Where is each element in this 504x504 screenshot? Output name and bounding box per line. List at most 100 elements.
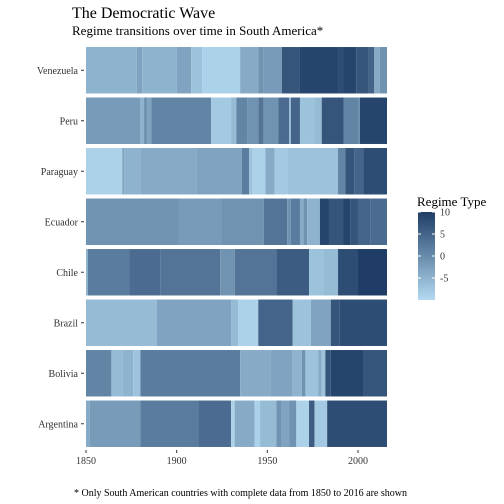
heatmap-tile xyxy=(379,47,387,94)
heatmap-tile xyxy=(231,299,239,346)
chart-caption: * Only South American countries with com… xyxy=(74,488,407,499)
heatmap-tile xyxy=(356,47,369,94)
heatmap-tile xyxy=(299,47,339,94)
heatmap-tile xyxy=(234,400,255,447)
heatmap-tile xyxy=(363,148,387,195)
heatmap-tile xyxy=(363,350,387,397)
heatmap-tile xyxy=(86,47,137,94)
heatmap-tile xyxy=(241,148,250,195)
heatmap-tile xyxy=(234,249,277,296)
heatmap-tile xyxy=(86,400,90,447)
heatmap-tile xyxy=(310,299,331,346)
heatmap-tile xyxy=(240,350,271,397)
heatmap-tile xyxy=(321,350,326,397)
heatmap-tile xyxy=(274,148,288,195)
y-tick-label: Peru xyxy=(60,116,78,127)
heatmap-tile xyxy=(258,97,264,144)
heatmap-tile xyxy=(231,400,235,447)
heatmap-tile xyxy=(86,148,123,195)
heatmap-tile xyxy=(299,198,304,245)
heatmap-tile xyxy=(231,97,237,144)
y-axis: Venezuela Peru Paraguay Ecuador Chile Brazil B… xyxy=(37,66,84,430)
heatmap-tile xyxy=(343,198,351,245)
heatmap-tile xyxy=(325,350,331,397)
heatmap-tile xyxy=(260,400,277,447)
heatmap-tile xyxy=(309,400,315,447)
heatmap-tile xyxy=(338,249,358,296)
heatmap-tile xyxy=(136,47,143,94)
heatmap-tile xyxy=(86,299,157,346)
chart-title: The Democratic Wave xyxy=(72,5,215,22)
y-tick-label: Ecuador xyxy=(45,217,79,228)
heatmap-tile xyxy=(292,299,311,346)
heatmap-tile xyxy=(247,97,259,144)
heatmap-tile xyxy=(338,148,346,195)
heatmap-tile xyxy=(196,148,242,195)
heatmap-tile xyxy=(330,299,340,346)
heatmap-tile xyxy=(221,198,264,245)
plot-area xyxy=(86,47,387,447)
legend-tick-label: -5 xyxy=(440,274,448,285)
heatmap-tile xyxy=(303,198,308,245)
heatmap-tile xyxy=(124,148,141,195)
heatmap-tile xyxy=(328,198,344,245)
heatmap-tile xyxy=(89,400,141,447)
heatmap-tile xyxy=(374,47,380,94)
heatmap-tile xyxy=(319,198,329,245)
heatmap-tile xyxy=(321,97,344,144)
heatmap-tile xyxy=(357,249,387,296)
heatmap-tile xyxy=(263,198,288,245)
heatmap-tile xyxy=(156,299,232,346)
heatmap-tile xyxy=(144,97,148,144)
legend-tick-label: 5 xyxy=(440,230,445,241)
y-tick-label: Bolivia xyxy=(49,369,79,380)
heatmap-tile xyxy=(86,350,112,397)
heatmap-tile xyxy=(330,350,364,397)
y-tick-label: Venezuela xyxy=(37,66,79,77)
heatmap-tile xyxy=(368,47,375,94)
heatmap-tile xyxy=(258,47,264,94)
heatmap-tile xyxy=(281,47,300,94)
x-tick-label: 1850 xyxy=(76,456,96,467)
heatmap-tile xyxy=(357,97,360,144)
heatmap-tile xyxy=(290,97,300,144)
heatmap-tile xyxy=(176,47,192,94)
heatmap-tile xyxy=(151,97,212,144)
heatmap-tile xyxy=(140,350,241,397)
heatmap-tile xyxy=(178,198,222,245)
heatmap-tile xyxy=(111,350,123,397)
heatmap-tile xyxy=(287,198,291,245)
legend-colorbar xyxy=(418,212,435,300)
heatmap-tile xyxy=(160,249,221,296)
heatmap-tile xyxy=(327,400,387,447)
heatmap-tile xyxy=(129,249,161,296)
legend-tick-label: 0 xyxy=(440,252,445,263)
y-tick-label: Chile xyxy=(56,268,78,279)
heatmap-tile xyxy=(86,97,141,144)
heatmap-tile xyxy=(252,148,266,195)
heatmap-tile xyxy=(249,148,253,195)
heatmap-tile xyxy=(354,148,364,195)
heatmap-tile xyxy=(86,249,88,296)
y-tick-label: Paraguay xyxy=(41,167,78,178)
heatmap-tile xyxy=(323,249,339,296)
heatmap-tile xyxy=(263,47,282,94)
x-tick-label: 2000 xyxy=(348,456,368,467)
heatmap-tile xyxy=(122,148,125,195)
legend: Regime Type 10 5 0 -5 xyxy=(417,194,486,300)
heatmap-tile xyxy=(345,148,355,195)
heatmap-tile xyxy=(265,148,275,195)
y-tick-label: Brazil xyxy=(54,318,79,329)
heatmap-tile xyxy=(142,47,177,94)
heatmap-tile xyxy=(314,97,322,144)
heatmap-tile xyxy=(254,400,261,447)
heatmap-tile xyxy=(276,249,310,296)
heatmap-tile xyxy=(296,400,310,447)
heatmap-tile xyxy=(276,400,282,447)
heatmap-tile xyxy=(278,97,290,144)
heatmap-tile xyxy=(301,350,306,397)
heatmap-tile xyxy=(343,97,358,144)
heatmap-tile xyxy=(87,249,130,296)
heatmap-tile xyxy=(258,299,293,346)
